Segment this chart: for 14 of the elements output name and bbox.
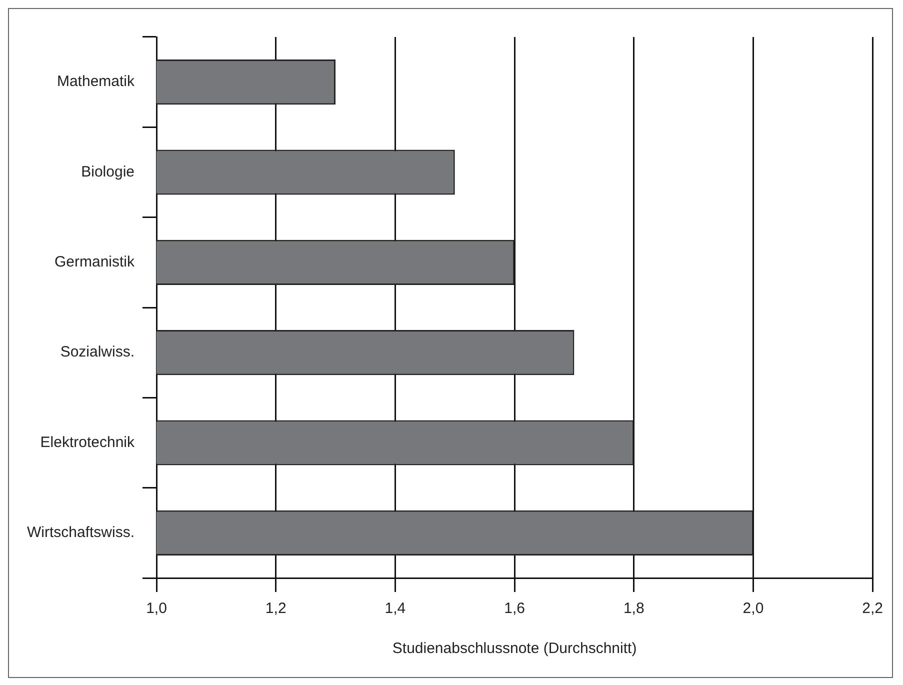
x-axis-title: Studienabschlussnote (Durchschnitt) [392,640,637,658]
x-tick-label: 1,8 [623,600,644,618]
y-tick-label: Mathematik [56,73,135,90]
y-tick-label: Elektrotechnik [40,434,135,451]
x-tick-label: 1,0 [146,600,167,618]
x-tick-label: 2,2 [862,600,884,618]
y-tick-label: Wirtschaftswiss. [26,524,135,542]
x-tick-label: 1,4 [384,600,406,618]
x-tick-label: 1,6 [504,600,525,618]
y-tick-label: Germanistik [54,254,135,271]
x-tick-label: 1,2 [265,600,286,618]
x-tick-label: 2,0 [742,600,764,618]
y-tick-label: Biologie [81,163,135,180]
y-tick-label: Sozialwiss. [60,344,135,361]
